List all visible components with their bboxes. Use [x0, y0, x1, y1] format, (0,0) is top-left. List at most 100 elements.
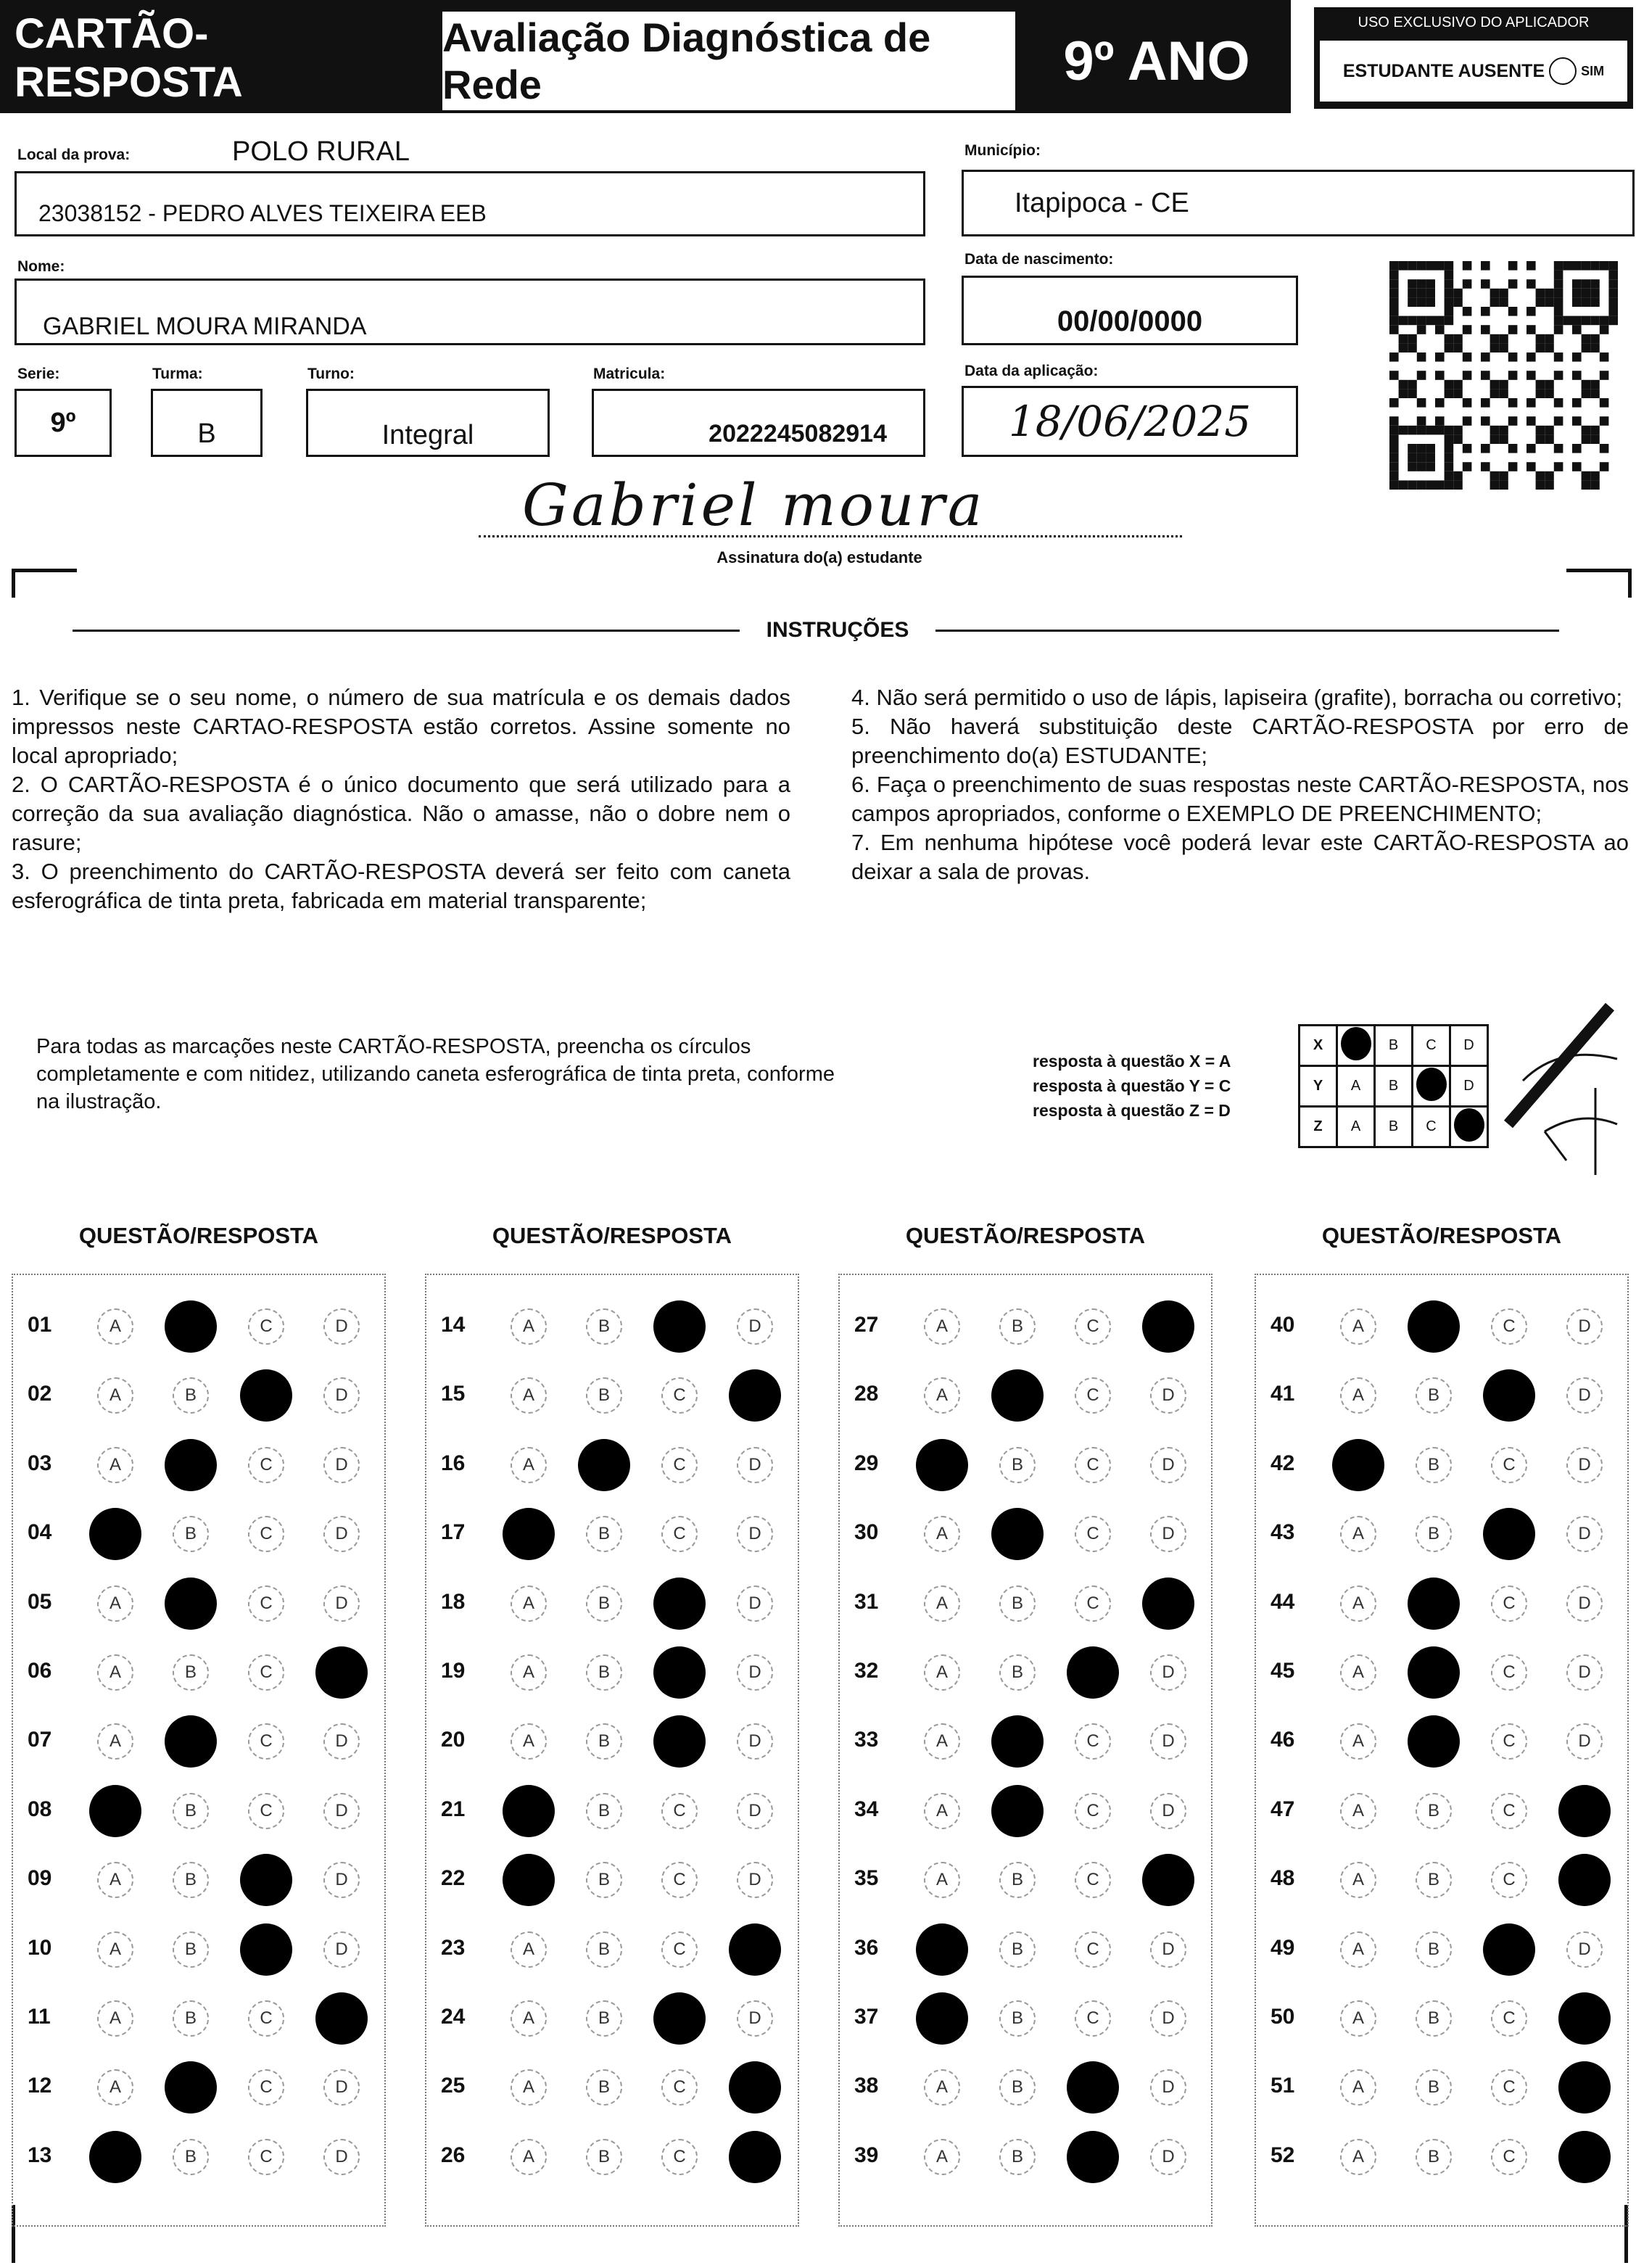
- bubble-c[interactable]: C: [1075, 1931, 1111, 1968]
- filled-bubble-c[interactable]: [1483, 1508, 1535, 1561]
- bubble-a[interactable]: A: [1340, 1792, 1376, 1829]
- bubble-d[interactable]: D: [1150, 1654, 1186, 1691]
- bubble-d[interactable]: D: [1150, 1377, 1186, 1414]
- filled-bubble-b[interactable]: [1408, 1646, 1460, 1699]
- bubble-a[interactable]: A: [511, 2069, 547, 2106]
- bubble-c[interactable]: C: [1491, 1654, 1527, 1691]
- filled-bubble-a[interactable]: [503, 1508, 555, 1561]
- bubble-a[interactable]: A: [1340, 2000, 1376, 2037]
- filled-bubble-c[interactable]: [1483, 1923, 1535, 1976]
- bubble-a[interactable]: A: [511, 1654, 547, 1691]
- bubble-b[interactable]: B: [586, 1723, 622, 1760]
- bubble-b[interactable]: B: [173, 1516, 209, 1553]
- bubble-c[interactable]: C: [248, 2069, 284, 2106]
- bubble-b[interactable]: B: [999, 1931, 1036, 1968]
- filled-bubble-b[interactable]: [991, 1369, 1044, 1422]
- bubble-b[interactable]: B: [586, 1377, 622, 1414]
- bubble-c[interactable]: C: [1075, 1792, 1111, 1829]
- bubble-c[interactable]: C: [1491, 1723, 1527, 1760]
- bubble-a[interactable]: A: [1340, 2138, 1376, 2175]
- bubble-c[interactable]: C: [661, 2138, 698, 2175]
- bubble-a[interactable]: A: [1340, 1377, 1376, 1414]
- filled-bubble-a[interactable]: [89, 2130, 141, 2183]
- absent-bubble[interactable]: [1549, 57, 1577, 85]
- bubble-a[interactable]: A: [511, 2000, 547, 2037]
- bubble-d[interactable]: D: [323, 1862, 360, 1899]
- bubble-d[interactable]: D: [1566, 1723, 1603, 1760]
- filled-bubble-b[interactable]: [165, 1715, 217, 1768]
- filled-bubble-d[interactable]: [1558, 1992, 1611, 2045]
- bubble-a[interactable]: A: [1340, 2069, 1376, 2106]
- bubble-c[interactable]: C: [248, 1308, 284, 1345]
- bubble-b[interactable]: B: [586, 2000, 622, 2037]
- filled-bubble-d[interactable]: [1142, 1300, 1194, 1353]
- bubble-b[interactable]: B: [999, 2000, 1036, 2037]
- bubble-a[interactable]: A: [511, 1377, 547, 1414]
- filled-bubble-c[interactable]: [1067, 2130, 1119, 2183]
- bubble-b[interactable]: B: [586, 1792, 622, 1829]
- bubble-a[interactable]: A: [511, 2138, 547, 2175]
- bubble-a[interactable]: A: [97, 1723, 133, 1760]
- filled-bubble-b[interactable]: [578, 1438, 630, 1491]
- bubble-d[interactable]: D: [1150, 2138, 1186, 2175]
- bubble-d[interactable]: D: [1566, 1931, 1603, 1968]
- bubble-d[interactable]: D: [323, 1792, 360, 1829]
- bubble-d[interactable]: D: [737, 1862, 773, 1899]
- bubble-c[interactable]: C: [1491, 2000, 1527, 2037]
- bubble-a[interactable]: A: [924, 2069, 960, 2106]
- filled-bubble-d[interactable]: [1558, 2061, 1611, 2114]
- bubble-d[interactable]: D: [737, 1654, 773, 1691]
- bubble-b[interactable]: B: [1416, 2069, 1452, 2106]
- bubble-c[interactable]: C: [1491, 1792, 1527, 1829]
- bubble-c[interactable]: C: [1075, 1446, 1111, 1483]
- filled-bubble-b[interactable]: [1408, 1300, 1460, 1353]
- filled-bubble-d[interactable]: [1142, 1577, 1194, 1630]
- bubble-c[interactable]: C: [248, 2000, 284, 2037]
- bubble-d[interactable]: D: [323, 1446, 360, 1483]
- bubble-a[interactable]: A: [97, 1308, 133, 1345]
- bubble-c[interactable]: C: [661, 1931, 698, 1968]
- bubble-a[interactable]: A: [1340, 1585, 1376, 1622]
- bubble-a[interactable]: A: [97, 1377, 133, 1414]
- filled-bubble-b[interactable]: [165, 1300, 217, 1353]
- bubble-b[interactable]: B: [586, 1654, 622, 1691]
- bubble-a[interactable]: A: [1340, 1862, 1376, 1899]
- bubble-b[interactable]: B: [999, 1308, 1036, 1345]
- bubble-c[interactable]: C: [248, 1792, 284, 1829]
- filled-bubble-c[interactable]: [240, 1923, 292, 1976]
- bubble-a[interactable]: A: [924, 1723, 960, 1760]
- filled-bubble-b[interactable]: [991, 1784, 1044, 1837]
- filled-bubble-b[interactable]: [991, 1715, 1044, 1768]
- filled-bubble-a[interactable]: [503, 1784, 555, 1837]
- filled-bubble-a[interactable]: [89, 1784, 141, 1837]
- bubble-c[interactable]: C: [248, 2138, 284, 2175]
- bubble-d[interactable]: D: [1566, 1308, 1603, 1345]
- bubble-b[interactable]: B: [1416, 1446, 1452, 1483]
- bubble-b[interactable]: B: [586, 2069, 622, 2106]
- bubble-c[interactable]: C: [1491, 1585, 1527, 1622]
- bubble-c[interactable]: C: [1491, 2138, 1527, 2175]
- bubble-b[interactable]: B: [999, 1585, 1036, 1622]
- bubble-d[interactable]: D: [1566, 1516, 1603, 1553]
- bubble-d[interactable]: D: [1566, 1585, 1603, 1622]
- bubble-a[interactable]: A: [924, 1377, 960, 1414]
- bubble-a[interactable]: A: [511, 1308, 547, 1345]
- bubble-c[interactable]: C: [1075, 2000, 1111, 2037]
- bubble-d[interactable]: D: [737, 2000, 773, 2037]
- bubble-c[interactable]: C: [1491, 1308, 1527, 1345]
- bubble-a[interactable]: A: [511, 1931, 547, 1968]
- bubble-b[interactable]: B: [586, 1516, 622, 1553]
- filled-bubble-d[interactable]: [1558, 1854, 1611, 1907]
- bubble-d[interactable]: D: [737, 1723, 773, 1760]
- bubble-b[interactable]: B: [999, 1862, 1036, 1899]
- bubble-d[interactable]: D: [1566, 1446, 1603, 1483]
- bubble-c[interactable]: C: [248, 1654, 284, 1691]
- bubble-d[interactable]: D: [1150, 1516, 1186, 1553]
- bubble-c[interactable]: C: [661, 1862, 698, 1899]
- bubble-a[interactable]: A: [924, 1792, 960, 1829]
- filled-bubble-d[interactable]: [1558, 1784, 1611, 1837]
- filled-bubble-c[interactable]: [653, 1992, 706, 2045]
- filled-bubble-b[interactable]: [1408, 1577, 1460, 1630]
- bubble-a[interactable]: A: [1340, 1308, 1376, 1345]
- bubble-d[interactable]: D: [323, 1723, 360, 1760]
